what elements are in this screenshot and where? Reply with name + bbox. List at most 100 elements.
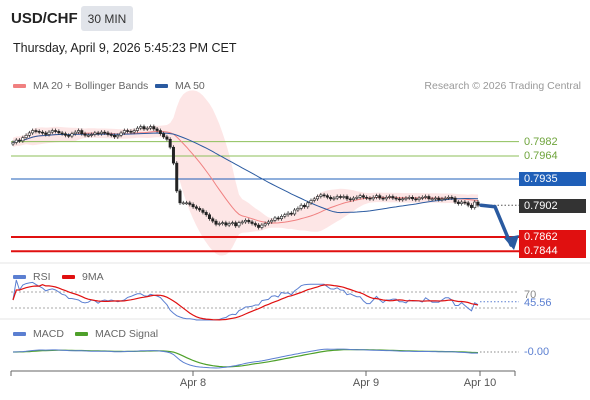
candle <box>280 216 284 220</box>
candle <box>198 208 202 211</box>
candle <box>427 196 431 200</box>
candle <box>188 202 192 205</box>
legend-ma20-label: MA 20 + Bollinger Bands <box>33 80 149 92</box>
candle <box>263 223 267 226</box>
rsi-ma-line <box>12 284 479 321</box>
candle <box>155 128 159 131</box>
candle <box>342 196 346 198</box>
candle <box>345 196 349 200</box>
candle <box>391 196 395 199</box>
candle <box>312 198 316 201</box>
x-tick-apr10: Apr 10 <box>463 377 497 389</box>
candle <box>83 133 87 136</box>
ma50-swatch <box>155 84 168 88</box>
level-tag-pivot: 0.7935 <box>519 172 586 186</box>
candle <box>388 196 392 198</box>
candle <box>57 131 61 134</box>
candle <box>361 195 365 198</box>
candle <box>460 201 464 204</box>
candle <box>37 131 41 133</box>
candle <box>86 135 90 137</box>
candle <box>171 146 175 164</box>
candle <box>404 197 408 200</box>
candle <box>152 126 156 130</box>
legend-rsi: RSI <box>13 271 51 283</box>
candle <box>447 196 451 199</box>
candle <box>289 212 293 215</box>
candle <box>378 195 382 199</box>
candle <box>430 198 434 201</box>
candle <box>230 222 234 224</box>
candle <box>253 223 257 226</box>
candle <box>352 197 356 200</box>
macd-swatch <box>13 332 26 336</box>
credit: Research © 2026 Trading Central <box>424 80 581 92</box>
candle <box>63 133 67 136</box>
legend-ma20: MA 20 + Bollinger Bands <box>13 80 148 92</box>
candle <box>50 130 54 133</box>
candle <box>283 214 287 217</box>
candle <box>93 132 97 135</box>
rsi-ma-swatch <box>62 275 75 279</box>
candle <box>424 196 428 198</box>
macd-line <box>12 348 479 369</box>
candle <box>417 197 421 200</box>
legend-rsi-ma: 9MA <box>62 271 104 283</box>
ma20-line <box>12 130 479 224</box>
candle <box>54 130 58 132</box>
candle <box>250 221 254 224</box>
candle <box>273 217 277 221</box>
candle <box>329 196 333 200</box>
level-label-r2: 0.7982 <box>524 136 558 148</box>
last-price-tag: 0.7902 <box>519 199 586 213</box>
legend-rsi-ma-label: 9MA <box>82 271 104 283</box>
candle <box>73 131 77 135</box>
candle <box>149 126 153 129</box>
candle <box>14 139 18 143</box>
candle <box>299 204 303 209</box>
x-tick-apr9: Apr 9 <box>352 377 380 389</box>
candle <box>132 130 136 133</box>
candle <box>145 127 149 130</box>
candle <box>185 202 189 205</box>
candle <box>244 220 248 223</box>
candle <box>381 197 385 200</box>
candle <box>453 197 457 203</box>
candle <box>99 131 103 135</box>
candle <box>162 133 166 138</box>
candle <box>31 130 35 134</box>
candle <box>194 206 198 209</box>
candle <box>122 130 126 134</box>
candle <box>234 222 238 227</box>
rsi-line <box>12 279 479 321</box>
candle <box>476 201 480 206</box>
candle <box>414 198 418 201</box>
level-tag-s2: 0.7844 <box>519 244 586 258</box>
legend-ma50-label: MA 50 <box>175 80 205 92</box>
level-label-r1: 0.7964 <box>524 150 558 162</box>
candle <box>76 130 80 133</box>
candle <box>411 196 415 200</box>
forecast-arrow <box>479 203 513 247</box>
timestamp: Thursday, April 9, 2026 5:45:23 PM CET <box>13 41 237 55</box>
x-tick-apr8: Apr 8 <box>179 377 207 389</box>
candle <box>407 196 411 199</box>
candle <box>70 133 74 137</box>
candle <box>113 135 117 138</box>
candle <box>270 220 274 223</box>
candle <box>443 197 447 200</box>
candle <box>181 202 185 205</box>
legend-rsi-label: RSI <box>33 271 51 283</box>
candle <box>119 132 123 136</box>
candle <box>437 197 441 200</box>
candle <box>469 204 473 208</box>
candle <box>325 195 329 198</box>
candle <box>106 132 110 135</box>
candle <box>217 223 221 225</box>
legend-macd-signal-label: MACD Signal <box>95 328 159 340</box>
timeframe-button[interactable]: 30 MIN <box>81 6 133 31</box>
candle <box>456 201 460 204</box>
legend-ma50: MA 50 <box>155 80 205 92</box>
candle <box>34 130 38 132</box>
forecast-arrowhead <box>504 235 519 250</box>
